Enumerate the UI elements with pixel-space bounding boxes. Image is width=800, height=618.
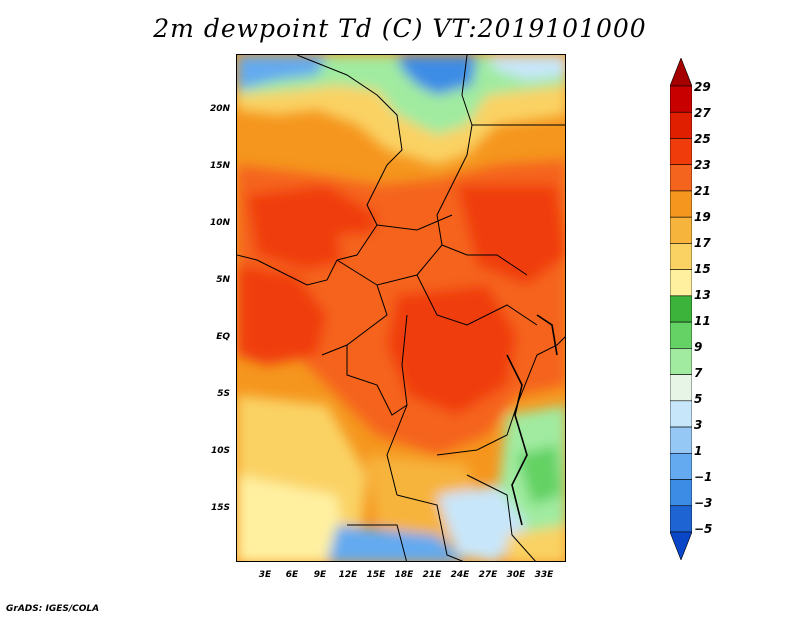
- dewpoint-map: [236, 54, 566, 562]
- colorbar-label-7: 7: [694, 366, 703, 380]
- lat-label-20n: 20N: [209, 104, 230, 114]
- lon-label-12e: 12E: [338, 570, 358, 580]
- lat-label-15n: 15N: [209, 161, 230, 171]
- colorbar-segment: [670, 400, 692, 428]
- colorbar-segment: [670, 348, 692, 375]
- colorbar-segment: [670, 479, 692, 507]
- colorbar-label-neg3: −3: [694, 496, 713, 510]
- lon-label-27e: 27E: [478, 570, 498, 580]
- colorbar-segment: [670, 426, 692, 454]
- lon-label-9e: 9E: [313, 570, 327, 580]
- lon-label-21e: 21E: [422, 570, 442, 580]
- lat-label-10s: 10S: [210, 446, 230, 456]
- colorbar-segment: [670, 85, 692, 113]
- lat-label-15s: 15S: [210, 503, 230, 513]
- colorbar: [670, 58, 692, 560]
- lon-label-33e: 33E: [534, 570, 554, 580]
- colorbar-segment: [670, 190, 692, 218]
- colorbar-label-21: 21: [694, 184, 711, 198]
- lon-label-6e: 6E: [285, 570, 299, 580]
- colorbar-label-11: 11: [694, 314, 711, 328]
- lon-label-30e: 30E: [506, 570, 526, 580]
- colorbar-segment: [670, 374, 692, 402]
- colorbar-segment: [670, 243, 692, 270]
- colorbar-segment: [670, 269, 692, 297]
- lon-label-24e: 24E: [450, 570, 470, 580]
- colorbar-segment: [670, 531, 692, 560]
- colorbar-segment: [670, 216, 692, 244]
- grads-credit: GrADS: IGES/COLA: [6, 604, 100, 614]
- colorbar-label-27: 27: [694, 106, 711, 120]
- colorbar-label-29: 29: [694, 80, 711, 94]
- lat-label-5s: 5S: [217, 389, 230, 399]
- colorbar-segment: [670, 58, 692, 87]
- colorbar-segment: [670, 452, 692, 480]
- colorbar-label-1: 1: [694, 444, 703, 458]
- colorbar-label-23: 23: [694, 158, 711, 172]
- colorbar-label-15: 15: [694, 262, 711, 276]
- colorbar-label-neg5: −5: [694, 522, 713, 536]
- colorbar-segment: [670, 505, 692, 533]
- colorbar-label-5: 5: [694, 392, 703, 406]
- colorbar-label-13: 13: [694, 288, 711, 302]
- lon-label-15e: 15E: [366, 570, 386, 580]
- colorbar-label-neg1: −1: [694, 470, 713, 484]
- lat-label-eq: EQ: [216, 332, 230, 342]
- colorbar-segment: [670, 164, 692, 192]
- map-title: 2m dewpoint Td (C) VT:2019101000: [153, 14, 647, 43]
- colorbar-segment: [670, 295, 692, 323]
- colorbar-segment: [670, 321, 692, 349]
- colorbar-label-25: 25: [694, 132, 711, 146]
- lat-label-5n: 5N: [216, 275, 230, 285]
- colorbar-label-9: 9: [694, 340, 703, 354]
- colorbar-label-17: 17: [694, 236, 711, 250]
- colorbar-segment: [670, 111, 692, 139]
- colorbar-label-3: 3: [694, 418, 703, 432]
- map-canvas: [237, 55, 565, 561]
- lat-label-10n: 10N: [209, 218, 230, 228]
- lon-label-3e: 3E: [258, 570, 272, 580]
- colorbar-label-19: 19: [694, 210, 711, 224]
- colorbar-segment: [670, 138, 692, 166]
- lon-label-18e: 18E: [394, 570, 414, 580]
